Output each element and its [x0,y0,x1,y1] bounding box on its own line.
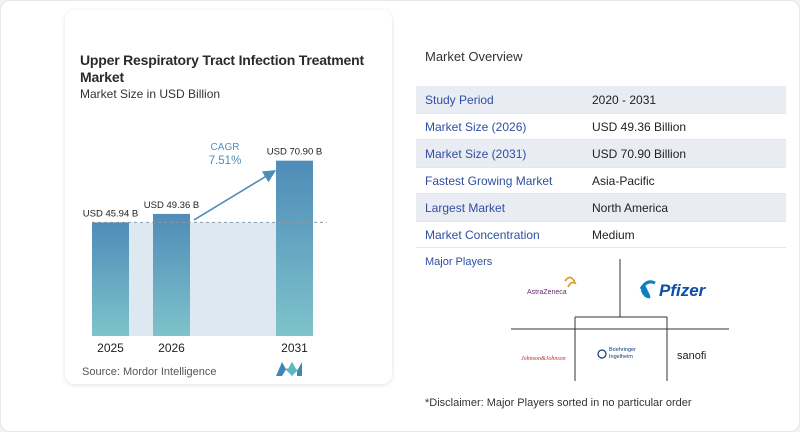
cagr-label: CAGR [211,142,240,153]
overview-row: Study Period 2020 - 2031 [416,86,786,113]
astrazeneca-logo-text: AstraZeneca [527,289,567,296]
overview-key: Largest Market [425,200,506,215]
overview-row: Market Concentration Medium [416,221,786,248]
overview-value: USD 49.36 Billion [592,119,687,134]
players-grid: AstraZeneca Pfizer Boehringer Ingelheim … [511,259,729,381]
pfizer-logo-text: Pfizer [659,281,707,300]
overview-key: Market Size (2026) [425,119,527,134]
overview-value: USD 70.90 Billion [592,146,687,161]
chart-subtitle: Market Size in USD Billion [80,87,221,101]
sanofi-logo: sanofi [677,350,706,362]
overview-key: Fastest Growing Market [425,173,553,188]
bar-chart: USD 45.94 B 2025 USD 49.36 B 2026 USD 70.90 … [83,142,327,355]
overview-title: Market Overview [425,49,523,64]
data-label-2025: USD 45.94 B [83,208,138,219]
data-label-2026: USD 49.36 B [144,200,199,211]
bar-2025 [92,222,129,336]
overview-key: Study Period [425,92,494,107]
boehringer-logo-text-2: Ingelheim [609,354,633,360]
jnj-logo-text: Johnson&Johnson [521,356,566,362]
overview-key: Market Size (2031) [425,146,527,161]
boehringer-logo: Boehringer Ingelheim [597,347,636,360]
overview-value: Asia-Pacific [592,173,655,188]
players-title: Major Players [425,256,493,268]
boehringer-logo-text: Boehringer [609,347,636,353]
sanofi-logo-text: sanofi [677,350,706,362]
overview-row: Market Size (2031) USD 70.90 Billion [416,140,786,167]
bar-2026 [153,213,190,336]
tick-label-2025: 2025 [97,341,124,355]
overview-value: 2020 - 2031 [592,92,657,107]
chart-title: Upper Respiratory Tract Infection Treatm… [80,52,364,85]
overview-row: Fastest Growing Market Asia-Pacific [416,167,786,194]
tick-label-2026: 2026 [158,341,185,355]
jnj-logo: Johnson&Johnson [521,356,566,362]
data-label-2031: USD 70.90 B [267,147,322,158]
overview-value: North America [592,200,669,215]
mordor-logo-icon [276,362,302,376]
pfizer-logo: Pfizer [639,280,707,300]
reference-shade [129,222,276,336]
cagr-arrow [193,170,277,221]
bar-2031 [276,160,313,336]
chart-source: Source: Mordor Intelligence [82,366,217,378]
overview-table: Study Period 2020 - 2031 Market Size (2026… [416,86,786,248]
tick-label-2031: 2031 [281,341,308,355]
cagr-value: 7.51% [209,155,242,167]
astrazeneca-logo: AstraZeneca [527,276,577,296]
overview-key: Market Concentration [425,227,540,242]
overview-row: Market Size (2026) USD 49.36 Billion [416,113,786,140]
overview-row: Largest Market North America [416,194,786,221]
disclaimer: *Disclaimer: Major Players sorted in no … [425,397,692,409]
overview-value: Medium [592,227,635,242]
